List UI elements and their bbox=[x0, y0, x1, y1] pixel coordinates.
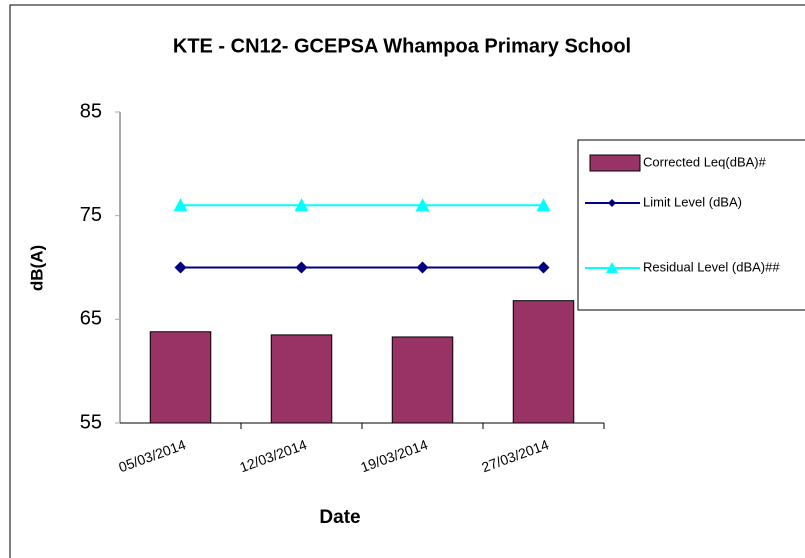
y-tick-label: 75 bbox=[80, 204, 102, 226]
marker bbox=[416, 261, 429, 274]
marker bbox=[173, 198, 188, 212]
legend-label: Corrected Leq(dBA)# bbox=[643, 154, 767, 169]
legend-marker bbox=[608, 199, 616, 207]
x-axis-label: Date bbox=[319, 507, 360, 528]
marker bbox=[174, 261, 187, 274]
marker bbox=[294, 198, 309, 212]
chart-title: KTE - CN12- GCEPSA Whampoa Primary Schoo… bbox=[173, 35, 631, 57]
legend-swatch bbox=[589, 154, 641, 172]
y-tick-label: 85 bbox=[80, 100, 102, 122]
legend-marker bbox=[606, 262, 618, 273]
bar bbox=[391, 336, 454, 424]
legend-label: Limit Level (dBA) bbox=[643, 194, 742, 209]
marker bbox=[537, 261, 550, 274]
y-axis-label: dB(A) bbox=[27, 245, 46, 291]
marker bbox=[536, 198, 551, 212]
bar bbox=[270, 334, 333, 424]
bar bbox=[149, 331, 212, 424]
marker bbox=[415, 198, 430, 212]
marker bbox=[295, 261, 308, 274]
y-tick-label: 55 bbox=[80, 411, 102, 433]
legend-label: Residual Level (dBA)## bbox=[643, 259, 780, 274]
y-tick-label: 65 bbox=[80, 308, 102, 330]
bar bbox=[512, 300, 575, 424]
